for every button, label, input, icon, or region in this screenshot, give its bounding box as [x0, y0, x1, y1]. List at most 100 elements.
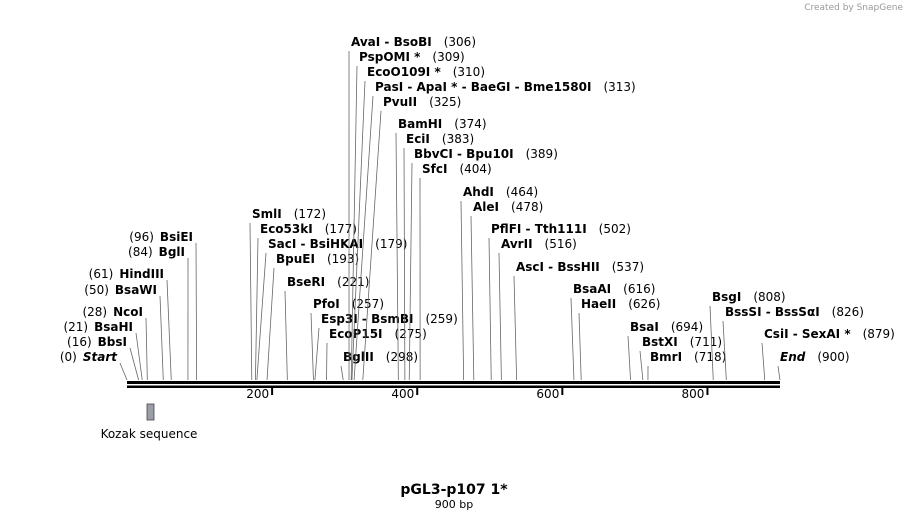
site-line [257, 253, 266, 380]
site-line [311, 313, 313, 380]
enzyme-name: EcoP15I [329, 327, 383, 341]
site-line [250, 223, 252, 380]
site-line [196, 243, 197, 380]
site-label: BbvCI - Bpu10I (389) [414, 147, 558, 161]
site-line [341, 366, 343, 380]
enzyme-name: PfoI [313, 297, 340, 311]
enzyme-name: AvrII [501, 237, 533, 251]
site-label: AleI(478) [473, 200, 543, 214]
site-position: (310) [453, 65, 485, 79]
enzyme-name: BsaHI [94, 320, 133, 334]
site-label: BssSI - BssSαI (826) [725, 305, 864, 319]
enzyme-name: AscI - BssHII [516, 260, 600, 274]
enzyme-name: SfcI [422, 162, 447, 176]
site-label: EcoP15I(275) [329, 327, 427, 341]
site-label: PfoI(257) [313, 297, 384, 311]
site-line [130, 348, 139, 380]
site-line [762, 343, 765, 380]
site-position: (374) [454, 117, 486, 131]
site-line [146, 318, 147, 380]
enzyme-name: BssSI - BssSαI [725, 305, 820, 319]
site-line [120, 363, 127, 380]
site-label: EciI(383) [406, 132, 474, 146]
site-position: (179) [375, 237, 407, 251]
site-label: (50)BsaWI [84, 283, 157, 297]
site-line [404, 148, 405, 380]
site-label: BseRI(221) [287, 275, 369, 289]
site-label: (96)BsiEI [129, 230, 193, 244]
site-line [396, 133, 398, 380]
site-line [461, 201, 464, 380]
site-position: (259) [425, 312, 457, 326]
site-label: AhdI(464) [463, 185, 538, 199]
enzyme-name: AleI [473, 200, 499, 214]
site-line [514, 276, 517, 380]
site-label: SfcI(404) [422, 162, 492, 176]
site-label: PasI - ApaI * - BaeGI - Bme1580I(313) [375, 80, 636, 94]
site-label: HaeII(626) [581, 297, 661, 311]
site-position: (616) [623, 282, 655, 296]
site-label: Eco53kI (177) [260, 222, 357, 236]
site-line [160, 296, 163, 380]
site-label: (16)BbsI [67, 335, 127, 349]
site-label: SmlI (172) [252, 207, 326, 221]
enzyme-name: BbvCI - Bpu10I [414, 147, 514, 161]
enzyme-name: PflFI - Tth111I [491, 222, 587, 236]
site-position: (177) [325, 222, 357, 236]
site-position: (172) [294, 207, 326, 221]
site-position: (826) [832, 305, 864, 319]
site-line [489, 238, 491, 380]
enzyme-name: EcoO109I * [367, 65, 441, 79]
site-position: (313) [603, 80, 635, 94]
site-position: (516) [545, 237, 577, 251]
site-label: Esp3I - BsmBI(259) [321, 312, 458, 326]
enzyme-name: PvuII [383, 95, 417, 109]
ruler-top [127, 381, 780, 384]
enzyme-name: BsaI [630, 320, 659, 334]
site-label: BmrI(718) [650, 350, 726, 364]
site-position: (84) [128, 245, 153, 259]
enzyme-name: BglII [343, 350, 374, 364]
enzyme-name: Eco53kI [260, 222, 313, 236]
title: pGL3-p107 1* [400, 482, 508, 498]
kozak-feature [147, 404, 154, 420]
site-position: (389) [526, 147, 558, 161]
enzyme-name: AvaI - BsoBI [351, 35, 432, 49]
enzyme-name: BsgI [712, 290, 741, 304]
site-label: EcoO109I * (310) [367, 65, 485, 79]
site-label: BpuEI(193) [276, 252, 359, 266]
site-position: (21) [63, 320, 88, 334]
site-position: (306) [444, 35, 476, 49]
site-label: SacI - BsiHKAI(179) [268, 237, 407, 251]
site-line [267, 268, 274, 380]
site-label: (61)HindIII [89, 267, 164, 281]
site-position: (298) [386, 350, 418, 364]
site-position: (718) [694, 350, 726, 364]
site-position: (309) [432, 50, 464, 64]
site-position: (383) [442, 132, 474, 146]
site-label: End(900) [780, 350, 850, 364]
enzyme-name: HaeII [581, 297, 616, 311]
site-label: BglII (298) [343, 350, 418, 364]
site-position: (96) [129, 230, 154, 244]
site-position: (50) [84, 283, 109, 297]
site-label: AvrII (516) [501, 237, 577, 251]
enzyme-name: BstXI [642, 335, 678, 349]
site-line [285, 291, 287, 380]
site-label: AscI - BssHII(537) [516, 260, 644, 274]
site-line [778, 366, 780, 380]
site-position: (808) [753, 290, 785, 304]
enzyme-name: SmlI [252, 207, 282, 221]
site-line [640, 351, 643, 380]
site-label: (0)Start [60, 350, 118, 364]
site-label: AvaI - BsoBI (306) [351, 35, 476, 49]
ruler-tick-label: 600 [536, 387, 559, 401]
enzyme-name: BseRI [287, 275, 325, 289]
site-line [579, 313, 581, 380]
site-label: PflFI - Tth111I(502) [491, 222, 631, 236]
site-label: BsaAI (616) [573, 282, 655, 296]
enzyme-name: BsaAI [573, 282, 611, 296]
site-line [255, 238, 258, 380]
site-position: (879) [863, 327, 895, 341]
